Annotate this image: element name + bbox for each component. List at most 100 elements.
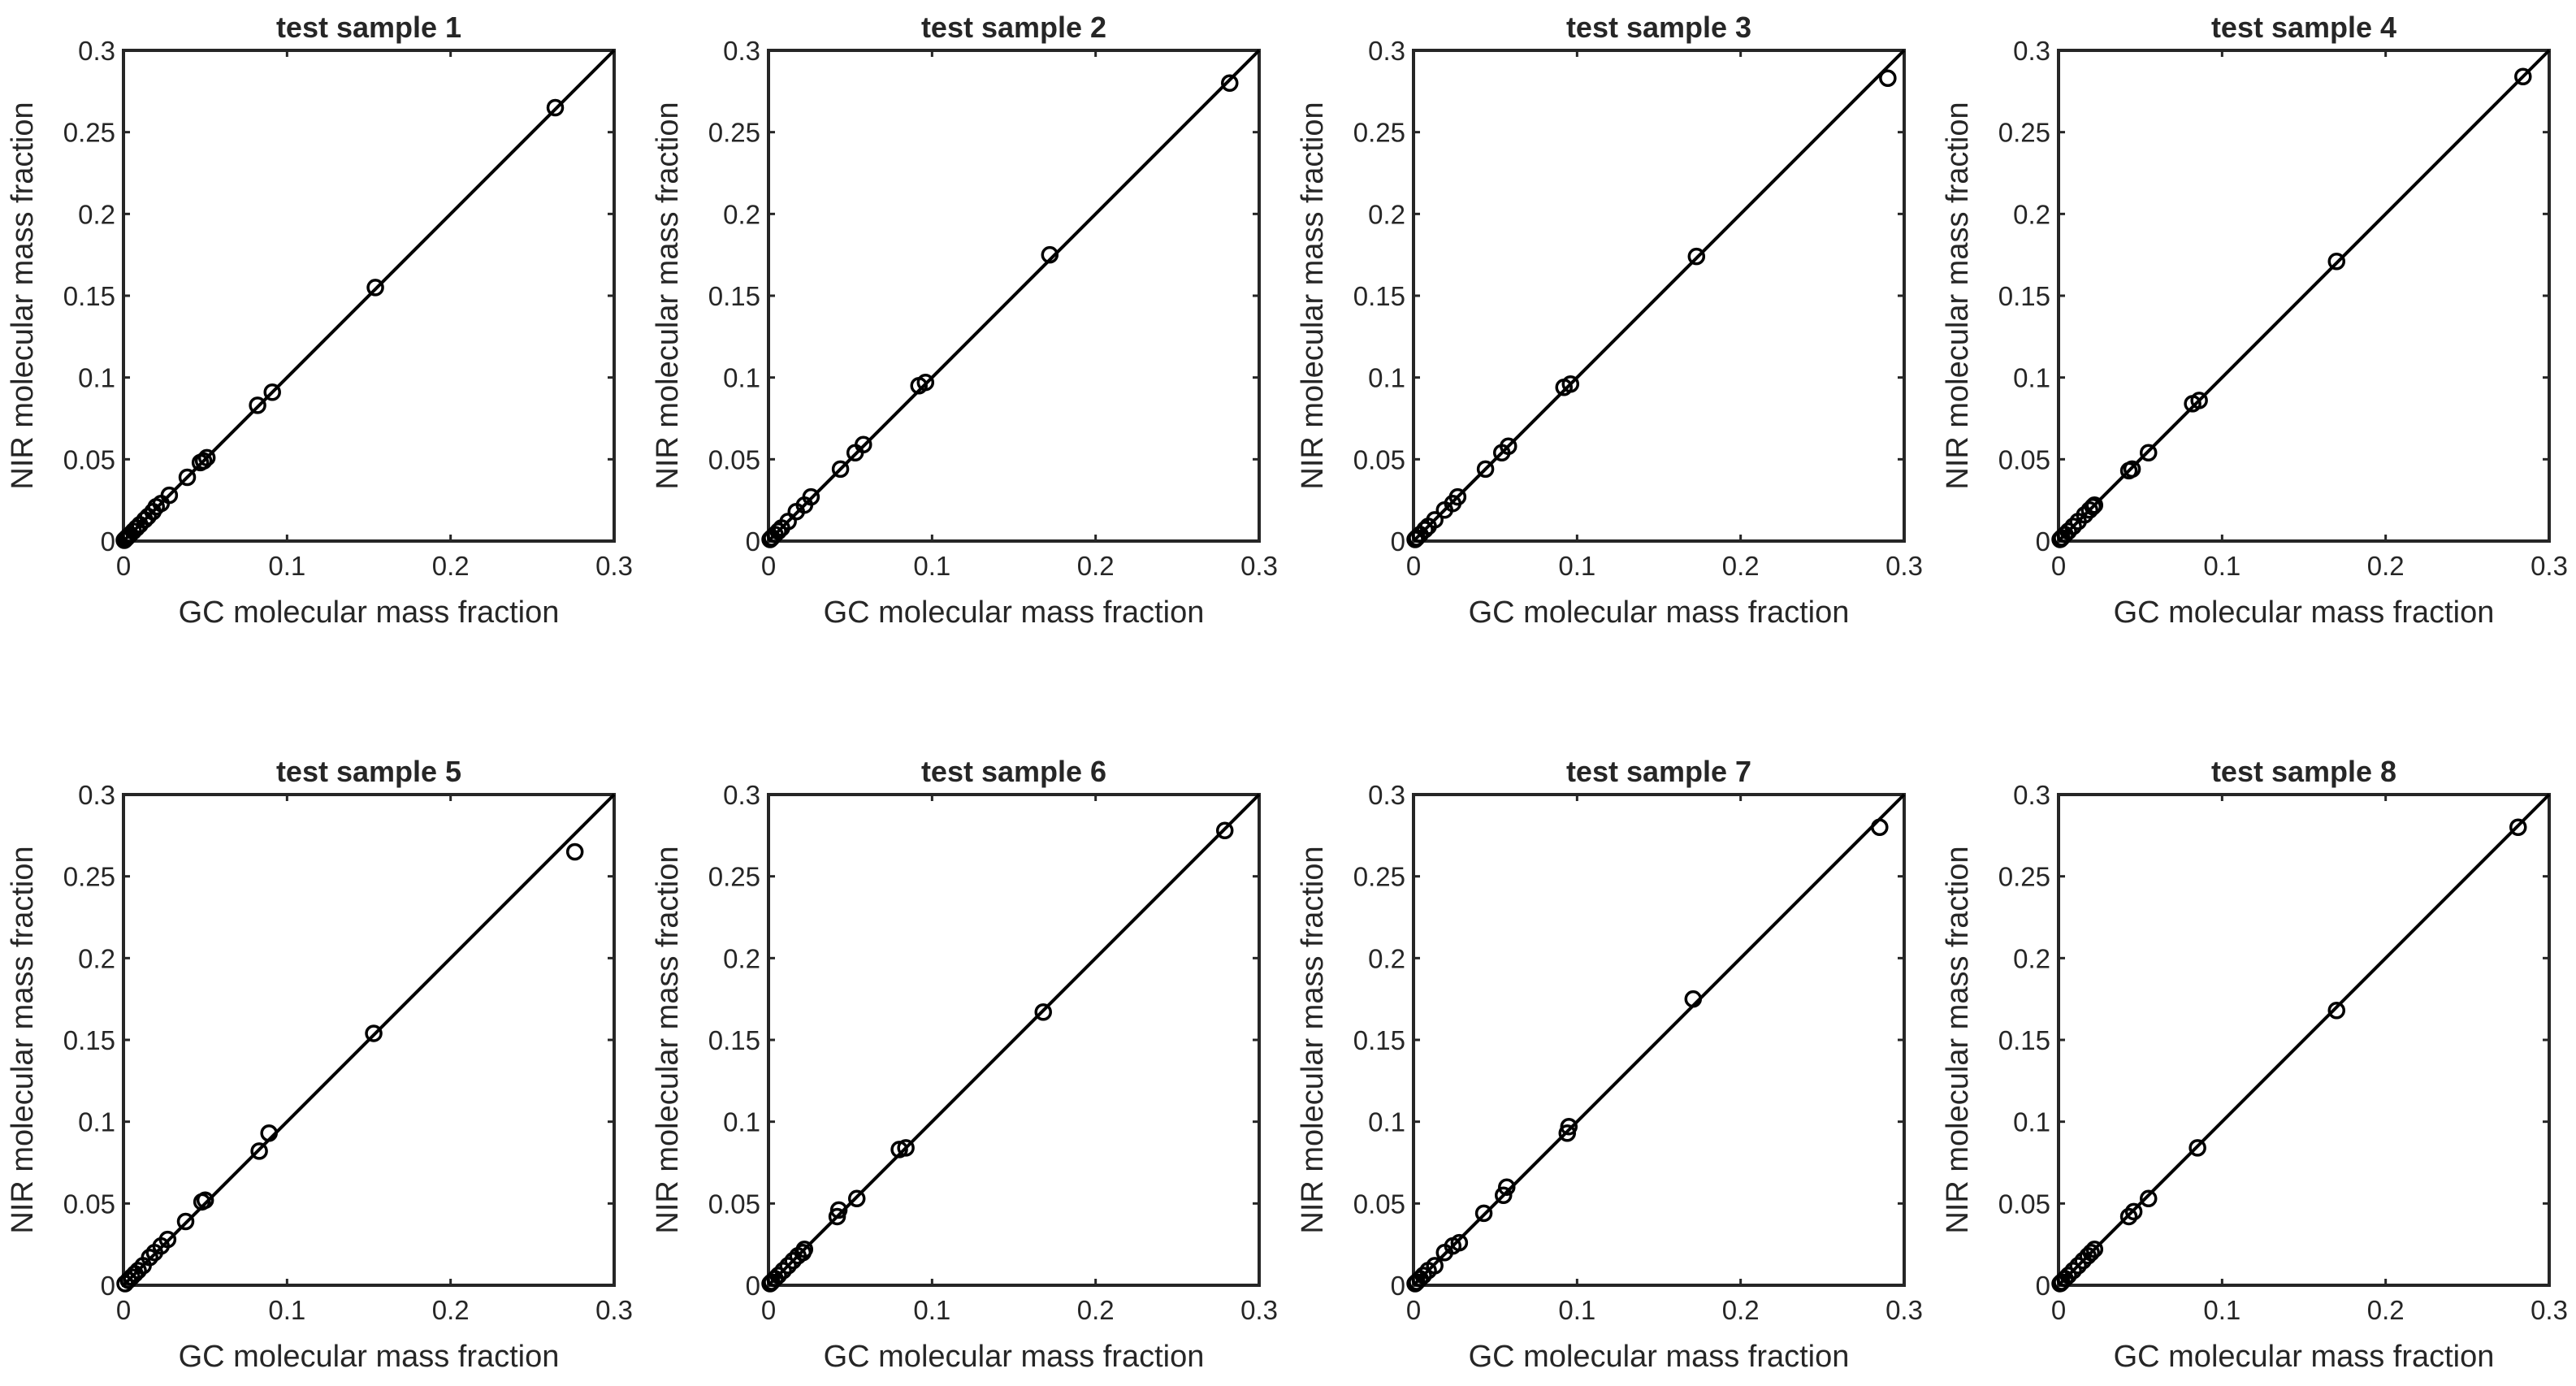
subplot-2: test sample 2 0 0.1 0.2 0.3 0 0.05 0.1 0.15 0.2 0.… (651, 11, 1278, 630)
y-tick-label: 0.1 (2013, 363, 2050, 393)
data-point (1411, 526, 1429, 544)
data-point (565, 842, 584, 861)
data-point (1476, 460, 1495, 479)
data-point (2074, 1252, 2092, 1270)
y-tick-label: 0.1 (2013, 1107, 2050, 1137)
x-tick-label: 0 (116, 551, 131, 581)
y-tick-label: 0.2 (723, 943, 760, 973)
data-point (145, 1243, 164, 1262)
y-tick-label: 0.25 (1353, 862, 1405, 892)
y-tick-label: 0.1 (78, 363, 115, 393)
data-point (2069, 1257, 2087, 1275)
y-tick-label: 0.05 (708, 444, 760, 474)
data-point (2056, 1270, 2074, 1288)
x-tick-label: 0 (761, 551, 776, 581)
data-point (1879, 69, 1897, 87)
y-tick-label: 0.3 (78, 780, 115, 810)
y-tick-label: 0.15 (1353, 281, 1405, 311)
y-tick-label: 0.05 (1353, 1189, 1405, 1219)
y-tick-label: 0.25 (63, 118, 115, 148)
data-point (2184, 395, 2202, 413)
subplot-title: test sample 5 (276, 755, 461, 788)
subplot-title: test sample 8 (2211, 755, 2396, 788)
y-tick-label: 0.3 (1368, 36, 1405, 66)
x-axis-label: GC molecular mass fraction (179, 596, 560, 630)
x-tick-label: 0.3 (1885, 551, 1923, 581)
x-tick-label: 0.1 (2203, 1295, 2240, 1325)
subplot-title: test sample 7 (1566, 755, 1751, 788)
y-tick-label: 0.1 (723, 1107, 760, 1137)
data-point (2056, 526, 2074, 544)
data-point (1474, 1204, 1493, 1223)
y-tick-label: 0 (746, 526, 760, 557)
x-axis-label: GC molecular mass fraction (179, 1340, 560, 1374)
y-tick-label: 0.15 (708, 1025, 760, 1055)
data-point (828, 1207, 846, 1226)
data-point (1558, 1124, 1577, 1142)
x-tick-label: 0.2 (1722, 1295, 1760, 1325)
data-point (2139, 1189, 2158, 1208)
x-tick-label: 0.1 (1558, 551, 1595, 581)
data-point (910, 376, 928, 395)
subplot-6: test sample 6 0 0.1 0.2 0.3 0 0.05 0.1 0.15 0.2 0.… (651, 755, 1278, 1374)
data-point (2327, 252, 2346, 271)
data-point (116, 1275, 134, 1293)
x-tick-label: 0.2 (2367, 551, 2405, 581)
y-axis-label: NIR molecular mass fraction (1296, 102, 1330, 489)
data-point (1406, 531, 1424, 548)
subplot-1: test sample 1 0 0.1 0.2 0.3 0 0.05 0.1 0.15 0.2 0.… (6, 11, 633, 630)
y-tick-label: 0.3 (723, 780, 760, 810)
data-point (831, 460, 850, 479)
y-tick-label: 0.15 (1353, 1025, 1405, 1055)
data-point (847, 1189, 866, 1208)
y-tick-label: 0.3 (78, 36, 115, 66)
y-tick-label: 0.2 (2013, 943, 2050, 973)
data-point (2069, 513, 2087, 531)
data-point (779, 1257, 797, 1275)
x-tick-label: 0 (1406, 551, 1421, 581)
y-tick-label: 0.3 (2013, 36, 2050, 66)
y-tick-label: 0.25 (1998, 118, 2050, 148)
y-tick-label: 0.05 (1353, 444, 1405, 474)
y-tick-label: 0.15 (708, 281, 760, 311)
y-tick-label: 0.25 (1353, 118, 1405, 148)
y-tick-label: 0.1 (1368, 363, 1405, 393)
x-tick-label: 0.1 (913, 551, 950, 581)
data-point (260, 1124, 278, 1142)
y-tick-label: 0.2 (1368, 943, 1405, 973)
x-tick-label: 0.2 (1077, 551, 1115, 581)
x-tick-label: 0 (1406, 1295, 1421, 1325)
y-tick-label: 0.2 (78, 199, 115, 229)
x-axis-label: GC molecular mass fraction (1469, 596, 1850, 630)
subplot-title: test sample 4 (2211, 11, 2396, 44)
y-tick-label: 0.05 (63, 1189, 115, 1219)
subplot-8: test sample 8 0 0.1 0.2 0.3 0 0.05 0.1 0.15 0.2 0.… (1941, 755, 2568, 1374)
data-point (766, 1270, 784, 1288)
data-point (1498, 1178, 1516, 1196)
x-tick-label: 0.1 (1558, 1295, 1595, 1325)
reference-line (1412, 793, 1906, 1287)
data-point (766, 526, 784, 544)
x-tick-label: 0.3 (2531, 1295, 2568, 1325)
data-point (846, 444, 864, 462)
data-point (176, 1212, 195, 1231)
data-point (1687, 247, 1706, 266)
data-point (761, 1275, 779, 1293)
y-tick-label: 0 (101, 526, 115, 557)
y-tick-label: 0.25 (708, 118, 760, 148)
x-axis-label: GC molecular mass fraction (2114, 1340, 2495, 1374)
data-point (2189, 1139, 2206, 1157)
data-point (2080, 500, 2099, 519)
x-tick-label: 0.1 (2203, 551, 2240, 581)
subplot-7: test sample 7 0 0.1 0.2 0.3 0 0.05 0.1 0.15 0.2 0.… (1296, 755, 1923, 1374)
y-tick-label: 0.15 (63, 1025, 115, 1055)
data-point (193, 1193, 211, 1211)
y-tick-label: 0.3 (1368, 780, 1405, 810)
data-point (1871, 818, 1889, 837)
x-axis-label: GC molecular mass fraction (2114, 596, 2495, 630)
reference-line (767, 49, 1261, 543)
data-point (890, 1141, 908, 1159)
data-point (365, 1024, 383, 1042)
data-point (2514, 67, 2532, 85)
